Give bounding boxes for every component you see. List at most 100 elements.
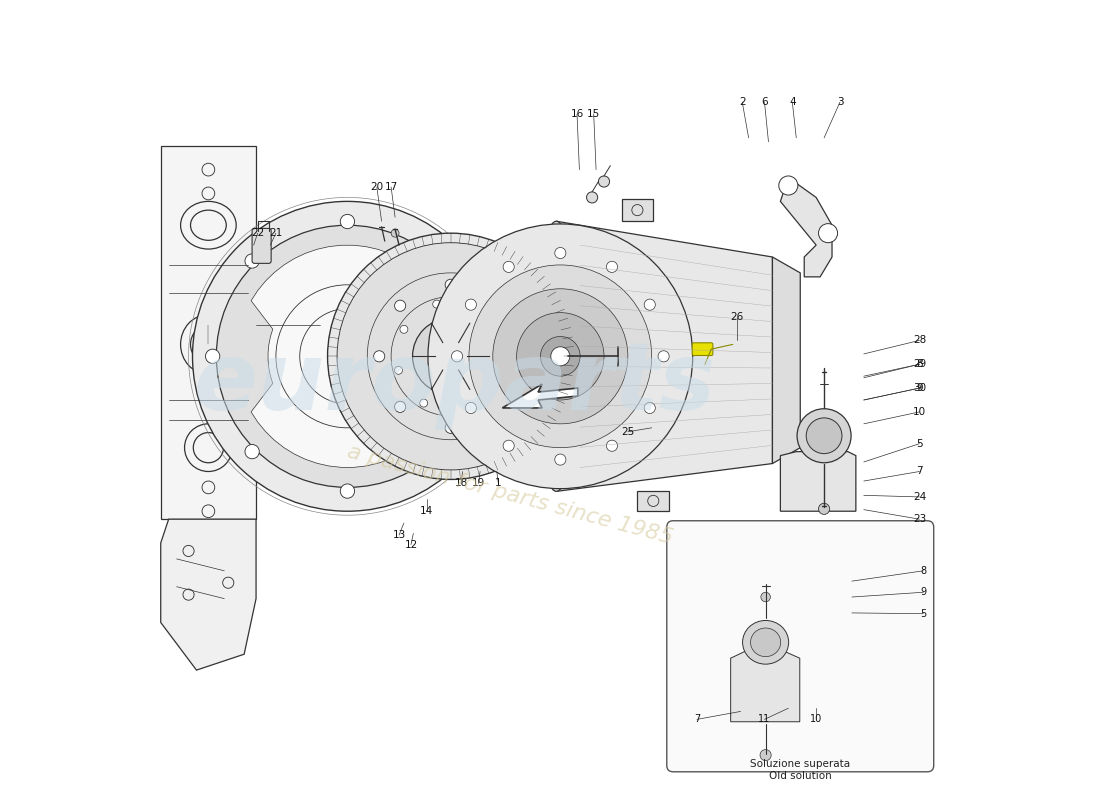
Text: a passion for parts since 1985: a passion for parts since 1985 bbox=[345, 442, 675, 549]
Polygon shape bbox=[730, 642, 800, 722]
Circle shape bbox=[500, 342, 528, 370]
Circle shape bbox=[446, 279, 456, 290]
Text: 17: 17 bbox=[385, 182, 398, 192]
Circle shape bbox=[395, 366, 403, 374]
FancyBboxPatch shape bbox=[692, 342, 713, 355]
Circle shape bbox=[496, 402, 507, 413]
Polygon shape bbox=[780, 452, 856, 511]
Circle shape bbox=[606, 262, 617, 273]
Circle shape bbox=[395, 402, 406, 413]
Text: 30: 30 bbox=[913, 383, 926, 393]
Circle shape bbox=[551, 346, 570, 366]
Circle shape bbox=[481, 323, 548, 390]
Circle shape bbox=[428, 224, 693, 489]
Circle shape bbox=[658, 350, 669, 362]
Circle shape bbox=[645, 402, 656, 414]
Circle shape bbox=[488, 389, 497, 398]
Polygon shape bbox=[503, 384, 578, 408]
Circle shape bbox=[818, 503, 829, 514]
Circle shape bbox=[586, 192, 597, 203]
Circle shape bbox=[531, 389, 540, 398]
Text: 10: 10 bbox=[913, 407, 926, 417]
Circle shape bbox=[392, 229, 399, 237]
FancyBboxPatch shape bbox=[667, 521, 934, 772]
Circle shape bbox=[461, 405, 469, 413]
Text: 25: 25 bbox=[621, 426, 635, 437]
Ellipse shape bbox=[742, 621, 789, 664]
Text: 21: 21 bbox=[270, 228, 283, 238]
Circle shape bbox=[400, 326, 408, 334]
Circle shape bbox=[374, 350, 385, 362]
Polygon shape bbox=[161, 146, 256, 519]
Circle shape bbox=[554, 247, 565, 258]
Ellipse shape bbox=[535, 222, 579, 491]
Circle shape bbox=[531, 314, 540, 324]
Text: 18: 18 bbox=[454, 478, 467, 489]
Circle shape bbox=[412, 318, 488, 394]
Circle shape bbox=[192, 202, 503, 511]
Circle shape bbox=[761, 592, 770, 602]
Circle shape bbox=[446, 422, 456, 434]
Text: 7: 7 bbox=[916, 466, 923, 477]
Polygon shape bbox=[780, 178, 832, 277]
Circle shape bbox=[420, 399, 428, 407]
Circle shape bbox=[540, 337, 580, 376]
Circle shape bbox=[598, 176, 609, 187]
Circle shape bbox=[496, 300, 507, 311]
Text: 5: 5 bbox=[916, 438, 923, 449]
Circle shape bbox=[217, 226, 478, 487]
Text: 12: 12 bbox=[405, 539, 418, 550]
Text: 7: 7 bbox=[694, 714, 700, 724]
Circle shape bbox=[436, 445, 450, 458]
Text: 2: 2 bbox=[739, 97, 746, 107]
Circle shape bbox=[466, 351, 476, 361]
Polygon shape bbox=[637, 491, 669, 511]
Circle shape bbox=[606, 440, 617, 451]
Text: 22: 22 bbox=[251, 228, 264, 238]
Circle shape bbox=[340, 214, 354, 229]
Text: 19: 19 bbox=[472, 478, 485, 489]
Polygon shape bbox=[161, 519, 256, 670]
Ellipse shape bbox=[750, 628, 781, 657]
Text: 23: 23 bbox=[913, 514, 926, 524]
Circle shape bbox=[554, 454, 565, 465]
Circle shape bbox=[645, 299, 656, 310]
Circle shape bbox=[503, 440, 515, 451]
Text: 8: 8 bbox=[921, 566, 926, 576]
Circle shape bbox=[340, 484, 354, 498]
Text: 9: 9 bbox=[921, 587, 926, 598]
Circle shape bbox=[206, 349, 220, 363]
Polygon shape bbox=[621, 199, 653, 222]
Circle shape bbox=[517, 313, 604, 400]
Text: 4: 4 bbox=[789, 97, 795, 107]
Circle shape bbox=[760, 750, 771, 761]
Text: Soluzione superata
Old solution: Soluzione superata Old solution bbox=[750, 759, 850, 781]
Text: europarts: europarts bbox=[194, 338, 716, 430]
Circle shape bbox=[451, 350, 463, 362]
Circle shape bbox=[328, 233, 574, 479]
Circle shape bbox=[437, 342, 465, 370]
Circle shape bbox=[503, 262, 515, 273]
Polygon shape bbox=[251, 246, 443, 467]
Text: 10: 10 bbox=[810, 714, 823, 724]
Circle shape bbox=[552, 351, 562, 361]
Circle shape bbox=[779, 176, 798, 195]
Text: 11: 11 bbox=[758, 714, 771, 724]
Circle shape bbox=[475, 349, 490, 363]
Circle shape bbox=[460, 302, 569, 410]
Circle shape bbox=[465, 299, 476, 310]
Circle shape bbox=[517, 350, 528, 362]
Text: 15: 15 bbox=[587, 109, 601, 119]
Text: 14: 14 bbox=[420, 506, 433, 516]
Text: 29: 29 bbox=[913, 359, 926, 370]
Text: 9: 9 bbox=[916, 383, 923, 393]
Text: 24: 24 bbox=[913, 492, 926, 502]
Ellipse shape bbox=[806, 418, 842, 454]
Circle shape bbox=[465, 402, 476, 414]
Circle shape bbox=[436, 254, 450, 268]
Circle shape bbox=[494, 379, 502, 387]
Text: 28: 28 bbox=[913, 335, 926, 346]
Text: 13: 13 bbox=[393, 530, 406, 540]
Circle shape bbox=[493, 289, 628, 424]
Circle shape bbox=[474, 306, 482, 314]
